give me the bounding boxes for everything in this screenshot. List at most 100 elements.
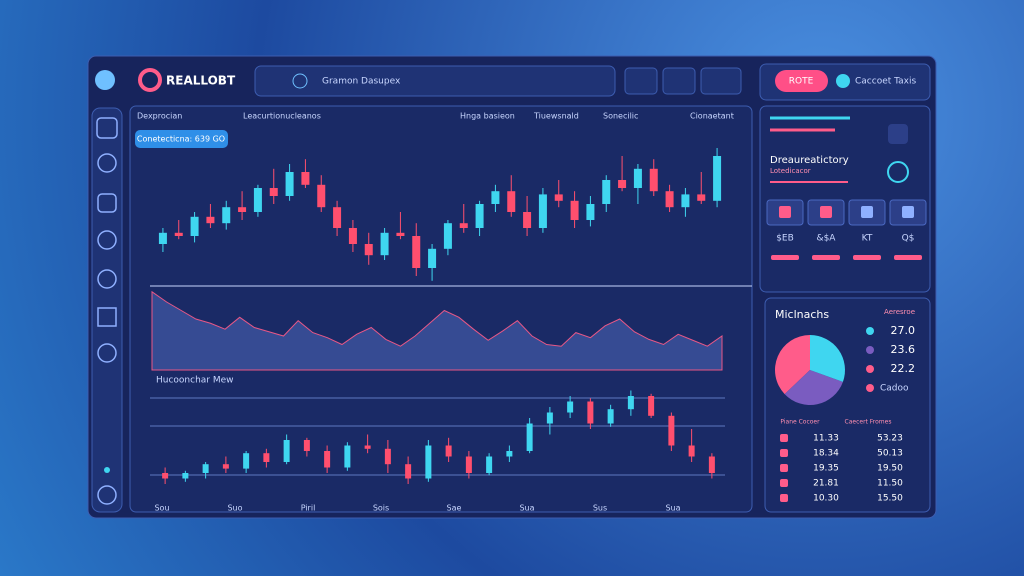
candle-body [283,440,290,462]
candle-body [668,415,675,446]
legend-dot [866,346,874,354]
icon-button[interactable] [624,67,658,95]
tile-bar [771,255,799,260]
candle-body [465,456,472,473]
pie-slice [775,335,810,395]
candle-body [202,464,209,473]
table-cell: 21.81 [813,479,839,489]
candle-body [412,236,421,268]
candle-body [162,473,169,479]
candle-body [344,445,351,468]
toolbar-item[interactable]: Hnga basieon [460,112,515,121]
tile-label: KT [862,234,873,244]
nav-icon[interactable] [97,230,117,250]
candle-body [526,423,533,451]
side-title: Dreaureatictory [770,155,849,166]
candle-body [303,440,310,451]
x-tick-label: Sou [154,504,169,513]
candle-body [681,194,690,208]
candle-body [206,216,215,224]
table-header: Caecert Fromes [845,419,892,426]
search-icon [292,73,308,89]
candle-body [238,207,247,212]
table-header: Piane Cocoer [780,419,820,426]
candle-body [364,445,371,449]
candle-body [428,248,437,268]
candle-body [665,191,674,208]
table-cell: 19.35 [813,464,839,474]
table-cell: 11.33 [813,434,839,444]
candle-body [649,168,658,192]
candle-body [602,180,611,204]
candle-body [627,396,634,410]
nav-icon[interactable] [97,343,117,363]
legend-value: 27.0 [891,324,916,337]
row-icon [780,464,788,472]
side-panel [759,105,931,293]
toolbar-item[interactable]: Leacurtionucleanos [243,112,321,121]
nav-icon[interactable] [97,307,117,327]
candle-body [396,232,405,236]
icon-button[interactable] [662,67,696,95]
candle-body [348,228,357,244]
tile-label: $EB [776,234,794,244]
tile-icon [902,206,914,218]
tile-label: &$A [817,234,837,244]
x-tick-label: Piril [301,504,316,513]
toolbar-item[interactable]: Sonecilic [603,112,638,121]
nav-icon[interactable] [97,269,117,289]
brand: REALLOBT [166,74,236,88]
lower-chart-title: Hucoonchar Mew [156,376,234,386]
side-icon[interactable] [887,161,909,183]
table-cell: 15.50 [877,494,903,504]
nav-icon[interactable] [97,153,117,173]
toolbar-item[interactable]: Cionaetant [690,112,734,121]
tile-bar [853,255,881,260]
candle-body [538,194,547,228]
x-tick-label: Sois [373,504,389,513]
candle-body [546,412,553,424]
tile-icon [861,206,873,218]
tile-icon [820,206,832,218]
pie-slice [784,370,843,406]
nav-icon[interactable] [96,117,118,139]
search-box[interactable] [254,65,616,97]
candle-body [506,451,513,457]
chart-panel [129,105,753,513]
table-cell: 50.13 [877,449,903,459]
icon-button[interactable] [700,67,742,95]
candle-body [425,445,432,479]
candle-body [570,200,579,220]
stats-subtitle: Aeresroe [884,308,915,316]
row-icon [780,449,788,457]
toolbar-item[interactable]: Tiuewsnald [533,112,579,121]
user-avatar[interactable] [836,74,850,88]
row-icon [780,479,788,487]
candle-body [633,168,642,188]
candle-body [523,212,532,228]
candle-body [174,232,183,236]
legend-dot [866,365,874,373]
candle-body [587,401,594,424]
rote-button[interactable] [775,70,828,92]
side-icon[interactable] [888,124,908,144]
nav-icon[interactable] [97,485,117,505]
candle-body [190,216,199,236]
nav-icon[interactable] [97,193,117,213]
x-tick-label: Sua [665,504,680,513]
toolbar-item[interactable]: Dexprocian [137,112,182,121]
status-dot [104,467,110,473]
sidebar [91,107,123,513]
tile-bar [812,255,840,260]
table-cell: 18.34 [813,449,839,459]
x-tick-label: Suo [227,504,242,513]
candle-body [567,401,574,413]
candle-body [380,232,389,256]
candle-body [554,194,563,201]
candle-body [507,191,516,212]
candle-body [222,207,231,224]
legend-dot [866,327,874,335]
row-icon [780,434,788,442]
